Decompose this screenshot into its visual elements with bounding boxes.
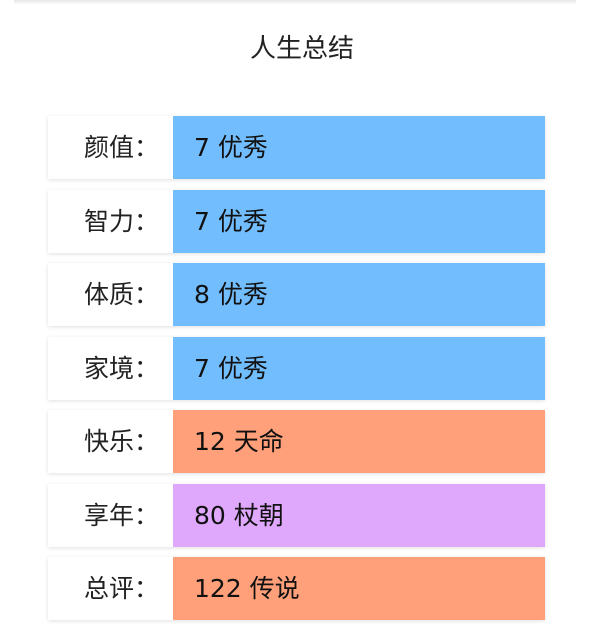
summary-row-physique: 体质： 8 优秀 — [48, 263, 545, 326]
row-label: 颜值： — [83, 133, 159, 162]
row-value: 7 优秀 — [173, 116, 545, 179]
row-label: 总评： — [83, 574, 159, 603]
row-label: 享年： — [83, 500, 159, 530]
page-title: 人生总结 — [249, 34, 354, 64]
summary-row-appearance: 颜值： 7 优秀 — [48, 116, 545, 179]
row-label: 体质： — [83, 280, 159, 309]
top-bar-shadow — [14, 0, 576, 4]
summary-row-intelligence: 智力： 7 优秀 — [48, 189, 545, 253]
summary-row-lifespan: 享年： 80 杖朝 — [48, 483, 545, 547]
row-label: 快乐： — [83, 427, 159, 456]
summary-row-overall: 总评： 122 传说 — [48, 557, 545, 620]
row-value: 8 优秀 — [173, 263, 545, 326]
summary-row-family: 家境： 7 优秀 — [48, 336, 545, 400]
row-value: 12 天命 — [173, 410, 545, 473]
row-value: 122 传说 — [173, 557, 545, 620]
row-label: 智力： — [83, 206, 159, 236]
row-value: 7 优秀 — [173, 336, 545, 400]
row-value: 80 杖朝 — [173, 483, 545, 547]
row-label: 家境： — [83, 353, 159, 383]
summary-list: 颜值： 7 优秀 智力： 7 优秀 体质： 8 优秀 家境： 7 优秀 快乐： 12 天命… — [48, 116, 545, 631]
summary-row-happiness: 快乐： 12 天命 — [48, 410, 545, 473]
row-value: 7 优秀 — [173, 189, 545, 253]
